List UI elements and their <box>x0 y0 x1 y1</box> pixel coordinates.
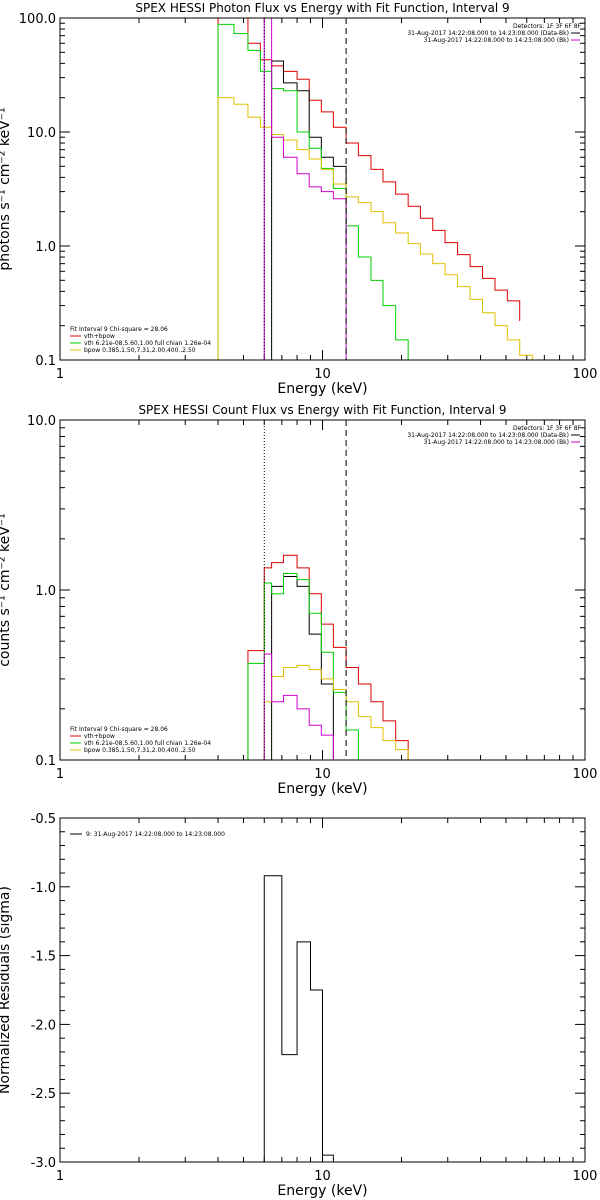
y-tick-label: -3.0 <box>31 1156 56 1171</box>
y-tick-label: -1.5 <box>31 950 56 965</box>
plot-frame <box>59 817 586 1163</box>
y-tick-label: -0.5 <box>31 812 56 827</box>
series-4-line <box>263 664 409 760</box>
legend-bottom-entry: vth+bpow <box>84 733 115 740</box>
legend-top-entry: 31-Aug-2017 14:22:08.000 to 14:23:08.000… <box>424 439 569 446</box>
plot-frame <box>59 419 586 761</box>
y-axis-label: Normalized Residuals (sigma) <box>0 886 13 1094</box>
y-tick-label: 10.0 <box>27 414 56 429</box>
x-tick-label: 10 <box>314 367 331 382</box>
x-tick-label: 10 <box>314 767 331 782</box>
x-axis-label: Energy (keV) <box>277 381 367 397</box>
plot-frame <box>59 17 586 361</box>
legend-bottom-entry: Fit Interval 9 Chi-square = 28.06 <box>70 326 168 333</box>
y-axis-label: counts s⁻¹ cm⁻² keV⁻¹ <box>0 513 13 667</box>
series-5-line <box>263 18 347 360</box>
series-4-line <box>217 97 533 360</box>
legend-bottom-entry: vth 6.21e-08,5.60,1.00 full chian 1.26e-… <box>84 340 211 347</box>
panel-2: SPEX HESSI Count Flux vs Energy with Fit… <box>0 403 597 797</box>
legend-top-entry: Detectors: 1F 3F 6F 8F <box>513 23 582 30</box>
panel-3: 1 10 100 -3.0 -2.5 -2.0 -1.5 -1.0 -0.5 Energy (ke… <box>0 812 597 1199</box>
legend-bottom-entry: bpow 0.385,1.50,7.31,2.00,400.,2.50 <box>84 747 196 754</box>
legend-bottom-entry: bpow 0.385,1.50,7.31,2.00,400.,2.50 <box>84 347 196 354</box>
series-1-line <box>217 18 521 360</box>
plot-area <box>247 420 409 760</box>
x-tick-label: 1 <box>56 1169 64 1184</box>
y-axis-label: photons s⁻¹ cm⁻² keV⁻¹ <box>0 107 13 270</box>
plot-area <box>263 875 347 1162</box>
series-3-line <box>247 573 359 760</box>
legend-top-entry: 31-Aug-2017 14:22:08.000 to 14:23:08.000… <box>407 30 569 37</box>
legend-top-entry: 31-Aug-2017 14:22:08.000 to 14:23:08.000… <box>424 37 569 44</box>
series-2-line <box>271 576 334 760</box>
series-1-line <box>247 554 409 760</box>
plot-area <box>217 18 533 360</box>
legend-bottom-entry: Fit Interval 9 Chi-square = 28.06 <box>70 726 168 733</box>
series-5-line <box>263 653 334 760</box>
x-tick-label: 10 <box>314 1169 331 1184</box>
legend-top-entry: 31-Aug-2017 14:22:08.000 to 14:23:08.000… <box>407 432 569 439</box>
x-tick-label: 100 <box>573 1169 598 1184</box>
y-tick-label: 1.0 <box>35 240 56 255</box>
x-tick-label: 1 <box>56 367 64 382</box>
x-axis-label: Energy (keV) <box>277 1183 367 1199</box>
chart-title: SPEX HESSI Count Flux vs Energy with Fit… <box>138 403 506 417</box>
y-tick-label: -2.0 <box>31 1018 56 1033</box>
series-1-line <box>263 875 347 1162</box>
panel-1: SPEX HESSI Photon Flux vs Energy with Fi… <box>0 1 597 397</box>
x-axis-label: Energy (keV) <box>277 781 367 797</box>
y-tick-label: 1.0 <box>35 584 56 599</box>
legend-bottom-entry: vth 6.21e-08,5.60,1.00 full chian 1.26e-… <box>84 740 211 747</box>
legend-top-entry: Detectors: 1F 3F 6F 8F <box>513 425 582 432</box>
y-tick-label: 10.0 <box>27 126 56 141</box>
x-tick-label: 100 <box>573 367 598 382</box>
y-tick-label: -1.0 <box>31 881 56 896</box>
y-tick-label: -2.5 <box>31 1087 56 1102</box>
y-tick-label: 100.0 <box>19 12 56 27</box>
legend-bottom-entry: vth+bpow <box>84 333 115 340</box>
series-2-line <box>271 60 347 360</box>
x-tick-label: 1 <box>56 767 64 782</box>
legend-entry: 9: 31-Aug-2017 14:22:08.000 to 14:23:08.… <box>86 831 225 838</box>
y-tick-label: 0.1 <box>35 354 56 369</box>
series-3-line <box>217 23 409 360</box>
chart-title: SPEX HESSI Photon Flux vs Energy with Fi… <box>135 1 509 15</box>
x-tick-label: 100 <box>573 767 598 782</box>
y-tick-label: 0.1 <box>35 754 56 769</box>
